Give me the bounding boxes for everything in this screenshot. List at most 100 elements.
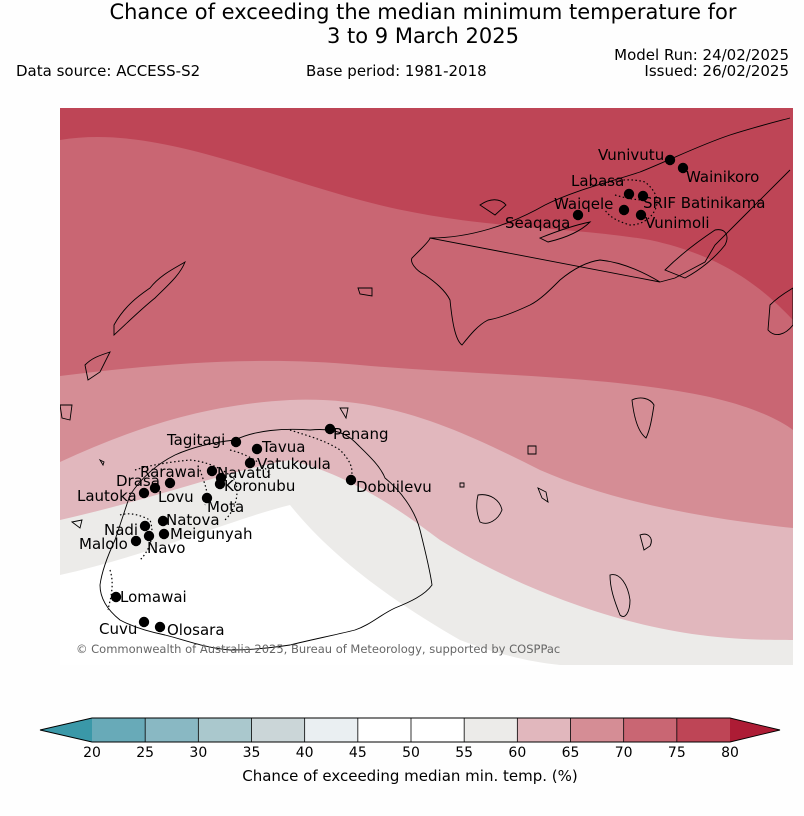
station-label: SRIF Batinikama xyxy=(643,194,765,212)
colorbar-segment xyxy=(92,718,146,742)
colorbar-segment xyxy=(357,718,412,742)
station-marker xyxy=(143,530,155,542)
station-label: Lovu xyxy=(158,488,194,506)
station-marker xyxy=(244,457,256,469)
station-label: Wainikoro xyxy=(686,168,759,186)
station-marker xyxy=(201,492,213,504)
station-marker xyxy=(623,188,635,200)
station-marker xyxy=(635,209,647,221)
issued-date: Issued: 26/02/2025 xyxy=(644,62,789,80)
colorbar-tick-label: 55 xyxy=(455,745,474,761)
station-label: Navatu xyxy=(217,464,271,482)
station-marker xyxy=(206,465,218,477)
model-run: Model Run: 24/02/2025 xyxy=(614,46,789,64)
station-label: Olosara xyxy=(167,621,225,639)
colorbar-segment xyxy=(145,718,199,742)
station-marker xyxy=(110,591,122,603)
station-label: Vunimoli xyxy=(645,214,710,232)
map-title: Chance of exceeding the median minimum t… xyxy=(0,0,804,48)
base-period: Base period: 1981-2018 xyxy=(306,62,487,80)
colorbar-tick-label: 65 xyxy=(561,745,580,761)
copyright-notice: © Commonwealth of Australia 2025, Bureau… xyxy=(76,642,561,656)
station-marker xyxy=(164,477,176,489)
station-label: Tavua xyxy=(261,438,305,456)
station-marker xyxy=(149,482,161,494)
station-marker xyxy=(637,190,649,202)
station-label: Waiqele xyxy=(554,195,613,213)
colorbar-outline xyxy=(39,717,781,743)
station-marker xyxy=(154,621,166,633)
station-label: Nadi xyxy=(104,521,138,539)
viti-levu-coastline xyxy=(99,428,433,651)
colorbar-segment xyxy=(198,718,252,742)
station-label: Lautoka xyxy=(77,487,137,505)
colorbar-segment xyxy=(304,718,359,742)
station-marker xyxy=(139,520,151,532)
station-label: Mota xyxy=(207,498,244,516)
colorbar-tick-label: 80 xyxy=(721,745,739,761)
colorbar-tick-label: 75 xyxy=(667,745,686,761)
colorbar-segment xyxy=(464,718,518,742)
colorbar-under-arrow xyxy=(40,718,92,742)
station-marker xyxy=(572,209,584,221)
colorbar-segment xyxy=(676,718,731,742)
colorbar-tick-label: 40 xyxy=(295,745,314,761)
colorbar-tick-label: 70 xyxy=(614,745,633,761)
colorbar-segment xyxy=(517,718,571,742)
station-marker xyxy=(324,423,336,435)
station-marker xyxy=(158,528,170,540)
colorbar-tick-label: 20 xyxy=(83,745,101,761)
station-label: Cuvu xyxy=(99,620,137,638)
station-label: Natova xyxy=(166,511,220,529)
title-line-2: 3 to 9 March 2025 xyxy=(327,24,519,48)
taveuni-coastline xyxy=(664,229,728,279)
station-marker xyxy=(157,515,169,527)
station-label: Labasa xyxy=(571,172,624,190)
colorbar-segment xyxy=(251,718,306,742)
station-label: Koronubu xyxy=(224,477,295,495)
vanua-levu-coastline xyxy=(411,117,791,346)
station-label: Penang xyxy=(333,425,388,443)
vanua-levu-catchments xyxy=(599,179,658,226)
colorbar-tick-label: 50 xyxy=(402,745,420,761)
title-line-1: Chance of exceeding the median minimum t… xyxy=(109,0,737,24)
stations-layer: Vunivutu Wainikoro Labasa SRIF Batinikama Wa… xyxy=(77,146,765,639)
colorbar-tick-label: 35 xyxy=(242,745,261,761)
station-label: Rarawai xyxy=(140,463,200,481)
station-marker xyxy=(345,474,357,486)
colorbar-over-arrow xyxy=(730,718,780,742)
colorbar-tick-label: 60 xyxy=(508,745,527,761)
station-label: Malolo xyxy=(79,535,128,553)
station-marker xyxy=(138,616,150,628)
station-label: Vatukoula xyxy=(257,455,331,473)
small-islands xyxy=(60,199,655,617)
station-label: Tagitagi xyxy=(166,431,225,449)
station-label: Lomawai xyxy=(120,588,187,606)
station-label: Drasa xyxy=(116,472,160,490)
station-label: Dobuilevu xyxy=(356,478,432,496)
colorbar-tick-label: 25 xyxy=(136,745,155,761)
colorbar-label: Chance of exceeding median min. temp. (%… xyxy=(242,767,578,785)
station-marker xyxy=(677,162,689,174)
colorbar-segment xyxy=(623,718,678,742)
station-marker xyxy=(251,443,263,455)
station-marker xyxy=(138,487,150,499)
station-marker xyxy=(664,154,676,166)
colorbar-tick-label: 30 xyxy=(189,745,208,761)
station-label: Seaqaqa xyxy=(505,214,570,232)
probability-map: Vunivutu Wainikoro Labasa SRIF Batinikama Wa… xyxy=(60,108,793,665)
colorbar-segment xyxy=(411,718,465,742)
station-marker xyxy=(618,204,630,216)
station-label: Navo xyxy=(147,539,185,557)
station-label: Vunivutu xyxy=(598,146,664,164)
station-marker xyxy=(130,535,142,547)
station-marker xyxy=(214,478,226,490)
band-50-55 xyxy=(60,505,560,665)
east-island-coastline xyxy=(767,287,793,336)
station-marker xyxy=(230,436,242,448)
colorbar xyxy=(39,717,781,743)
data-source: Data source: ACCESS-S2 xyxy=(16,62,201,80)
station-label: Meigunyah xyxy=(170,525,252,543)
colorbar-tick-label: 45 xyxy=(348,745,367,761)
